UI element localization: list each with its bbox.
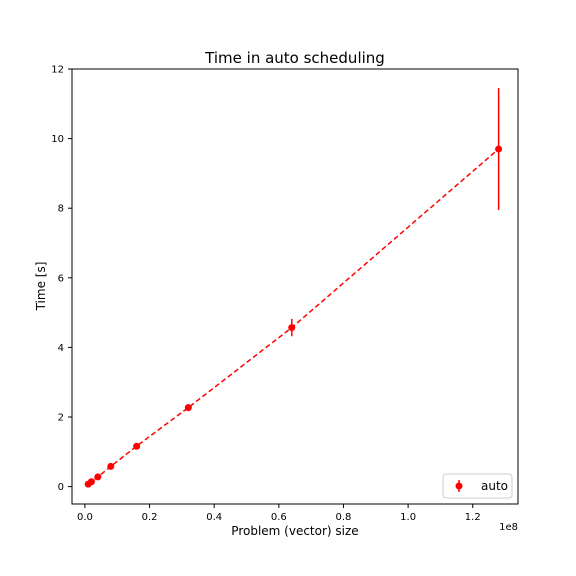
y-tick-label: 8 xyxy=(58,204,64,215)
x-tick-label: 1.0 xyxy=(400,512,416,523)
data-point xyxy=(87,478,95,486)
x-axis-title: Problem (vector) size xyxy=(231,524,358,538)
data-point xyxy=(288,324,296,332)
axes-frame xyxy=(71,68,519,505)
plot-area xyxy=(84,88,503,488)
data-point xyxy=(94,473,102,481)
y-tick-label: 12 xyxy=(51,65,64,76)
x-tick-label: 0.4 xyxy=(206,512,222,523)
y-tick-label: 0 xyxy=(58,482,64,493)
x-tick-label: 1.2 xyxy=(465,512,481,523)
x-tick-label: 0.2 xyxy=(142,512,158,523)
y-tick-label: 4 xyxy=(58,343,64,354)
series-line xyxy=(87,148,500,485)
y-tick-label: 2 xyxy=(58,413,64,424)
axis-ticks: 0.0 0.2 0.4 0.6 0.8 1.0 1.2 0 2 4 6 8 10 12 xyxy=(51,65,480,524)
x-tick-label: 0.0 xyxy=(77,512,93,523)
x-tick-label: 0.6 xyxy=(271,512,287,523)
legend-marker-icon xyxy=(455,482,463,490)
legend-box xyxy=(442,473,513,499)
legend: auto xyxy=(442,473,513,499)
data-point xyxy=(495,145,503,153)
y-tick-label: 6 xyxy=(58,273,64,284)
legend-label: auto xyxy=(481,479,508,493)
y-tick-label: 10 xyxy=(51,134,64,145)
data-point xyxy=(107,462,115,470)
y-axis-title: Time [s] xyxy=(34,262,48,312)
data-point xyxy=(133,442,141,450)
data-point xyxy=(184,404,192,412)
x-axis-offset-label: 1e8 xyxy=(499,522,518,533)
chart-title: Time in auto scheduling xyxy=(204,49,385,67)
x-tick-label: 0.8 xyxy=(336,512,352,523)
